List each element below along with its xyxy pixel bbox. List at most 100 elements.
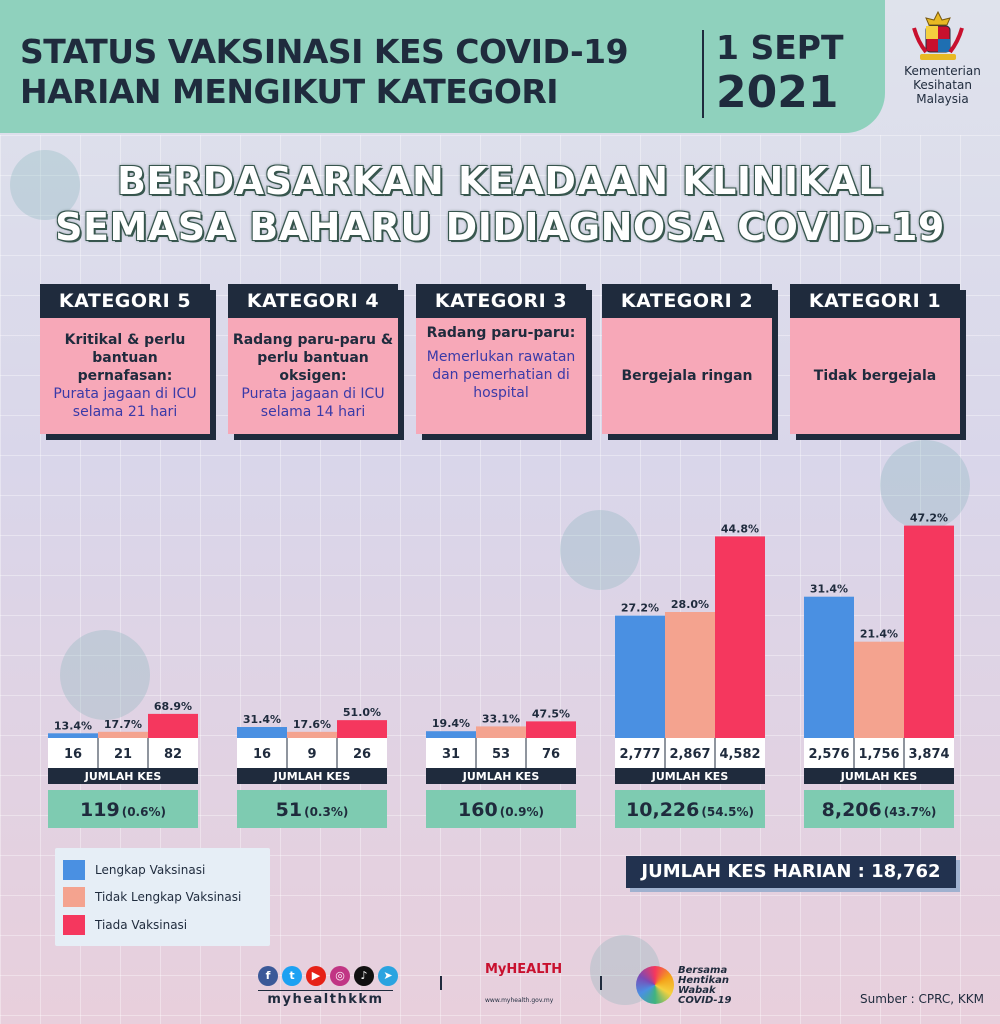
category-body: Radang paru-paru & perlu bantuan oksigen…	[228, 318, 398, 434]
count-label: 31	[442, 747, 460, 762]
telegram-icon[interactable]: ➤	[378, 966, 398, 986]
total-share: (0.6%)	[122, 805, 166, 819]
bersama-logo-text: Bersama Hentikan Wabak COVID-19	[678, 966, 732, 1006]
total-box	[237, 790, 387, 828]
instagram-icon[interactable]: ◎	[330, 966, 350, 986]
subtitle: BERDASARKAN KEADAAN KLINIKAL SEMASA BAHA…	[0, 158, 1000, 250]
category-description: Radang paru-paru & perlu bantuan oksigen…	[232, 332, 394, 384]
bar-percent-label: 17.6%	[293, 718, 331, 731]
count-label: 76	[542, 747, 560, 762]
date-year: 2021	[716, 67, 839, 118]
category-body: Kritikal & perlu bantuan pernafasan: Pur…	[40, 318, 210, 434]
category-card-1: KATEGORI 1 Tidak bergejala	[790, 284, 966, 440]
category-heading: KATEGORI 1	[790, 284, 960, 318]
bersama-line-4: COVID-19	[678, 995, 732, 1006]
twitter-icon[interactable]: t	[282, 966, 302, 986]
jumlah-kes-label: JUMLAH KES	[462, 770, 540, 783]
bar-percent-label: 31.4%	[810, 583, 848, 596]
bersama-line-3: Wabak	[678, 985, 716, 996]
malaysia-crest-logo	[908, 8, 968, 70]
ministry-line-3: Malaysia	[916, 92, 969, 106]
jumlah-kes-label: JUMLAH KES	[651, 770, 729, 783]
count-label: 1,756	[858, 747, 899, 762]
total-share: (0.3%)	[304, 805, 348, 819]
virus-decoration	[60, 630, 150, 720]
bar-percent-label: 13.4%	[54, 719, 92, 732]
bar-percent-label: 33.1%	[482, 712, 520, 725]
title-divider	[702, 30, 704, 118]
myhealth-wordmark: MyHEALTH	[485, 962, 563, 977]
bar-2	[854, 641, 904, 738]
total-label: 119 (0.6%)	[80, 799, 166, 821]
youtube-icon[interactable]: ▶	[306, 966, 326, 986]
jumlah-kes-strip	[48, 768, 198, 784]
bar-percent-label: 27.2%	[621, 602, 659, 615]
bersama-logo-icon	[636, 966, 674, 1004]
bar-2	[287, 731, 337, 738]
jumlah-kes-strip	[615, 768, 765, 784]
category-heading: KATEGORI 5	[40, 284, 210, 318]
virus-decoration	[560, 510, 640, 590]
bar-percent-label: 68.9%	[154, 700, 192, 713]
category-heading: KATEGORI 4	[228, 284, 398, 318]
bar-1	[615, 615, 665, 738]
footer-divider	[440, 976, 442, 990]
total-count: 8,206	[822, 799, 882, 821]
jumlah-kes-label: JUMLAH KES	[840, 770, 918, 783]
category-description: Radang paru-paru:	[426, 325, 576, 341]
category-body: Radang paru-paru: Memerlukan rawatan dan…	[416, 318, 586, 434]
bar-percent-label: 28.0%	[671, 598, 709, 611]
category-card-2: KATEGORI 2 Bergejala ringan	[602, 284, 778, 440]
bar-1	[48, 733, 98, 738]
social-icons: f t ▶ ◎ ♪ ➤	[258, 966, 398, 986]
total-label: 160 (0.9%)	[458, 799, 544, 821]
bar-3	[526, 721, 576, 738]
legend-swatch	[63, 887, 85, 907]
bar-percent-label: 31.4%	[243, 713, 281, 726]
jumlah-kes-label: JUMLAH KES	[273, 770, 351, 783]
count-row	[804, 738, 954, 768]
category-description: Kritikal & perlu bantuan pernafasan:	[64, 332, 186, 384]
total-label: 8,206 (43.7%)	[822, 799, 937, 821]
myhealth-logo: MyHEALTH www.myhealth.gov.my	[485, 962, 585, 1004]
legend-label: Lengkap Vaksinasi	[95, 863, 206, 877]
category-body: Tidak bergejala	[790, 318, 960, 434]
legend-item-tidak-lengkap: Tidak Lengkap Vaksinasi	[63, 887, 241, 907]
total-share: (43.7%)	[884, 805, 937, 819]
subtitle-line-2: SEMASA BAHARU DIDIAGNOSA COVID-19	[55, 205, 945, 249]
facebook-icon[interactable]: f	[258, 966, 278, 986]
bar-3	[337, 720, 387, 738]
category-note: Purata jagaan di ICU selama 14 hari	[241, 386, 385, 420]
bar-3	[904, 525, 954, 738]
source-note: Sumber : CPRC, KKM	[860, 992, 984, 1006]
count-row	[237, 738, 387, 768]
header-banner	[0, 0, 885, 133]
category-card-4: KATEGORI 4 Radang paru-paru & perlu bant…	[228, 284, 404, 440]
total-count: 160	[458, 799, 498, 821]
total-box	[426, 790, 576, 828]
category-note: Memerlukan rawatan dan pemerhatian di ho…	[426, 349, 576, 401]
bar-2	[98, 731, 148, 738]
bar-percent-label: 19.4%	[432, 717, 470, 730]
bar-percent-label: 47.5%	[532, 707, 570, 720]
count-label: 4,582	[719, 747, 760, 762]
report-date: 1 SEPT 2021	[716, 28, 876, 118]
footer-divider	[600, 976, 602, 990]
bar-1	[237, 727, 287, 738]
total-share: (54.5%)	[701, 805, 754, 819]
category-body: Bergejala ringan	[602, 318, 772, 434]
total-label: 51 (0.3%)	[276, 799, 349, 821]
bar-percent-label: 47.2%	[910, 512, 948, 525]
category-card-3: KATEGORI 3 Radang paru-paru: Memerlukan …	[416, 284, 592, 440]
page-title: STATUS VAKSINASI KES COVID-19 HARIAN MEN…	[20, 32, 700, 112]
jumlah-kes-label: JUMLAH KES	[84, 770, 162, 783]
myhealth-url: www.myhealth.gov.my	[485, 997, 554, 1004]
total-count: 51	[276, 799, 302, 821]
count-label: 21	[114, 747, 132, 762]
bar-percent-label: 17.7%	[104, 718, 142, 731]
total-count: 10,226	[626, 799, 699, 821]
total-box	[804, 790, 954, 828]
social-handle: myhealthkkm	[258, 990, 393, 1007]
tiktok-icon[interactable]: ♪	[354, 966, 374, 986]
